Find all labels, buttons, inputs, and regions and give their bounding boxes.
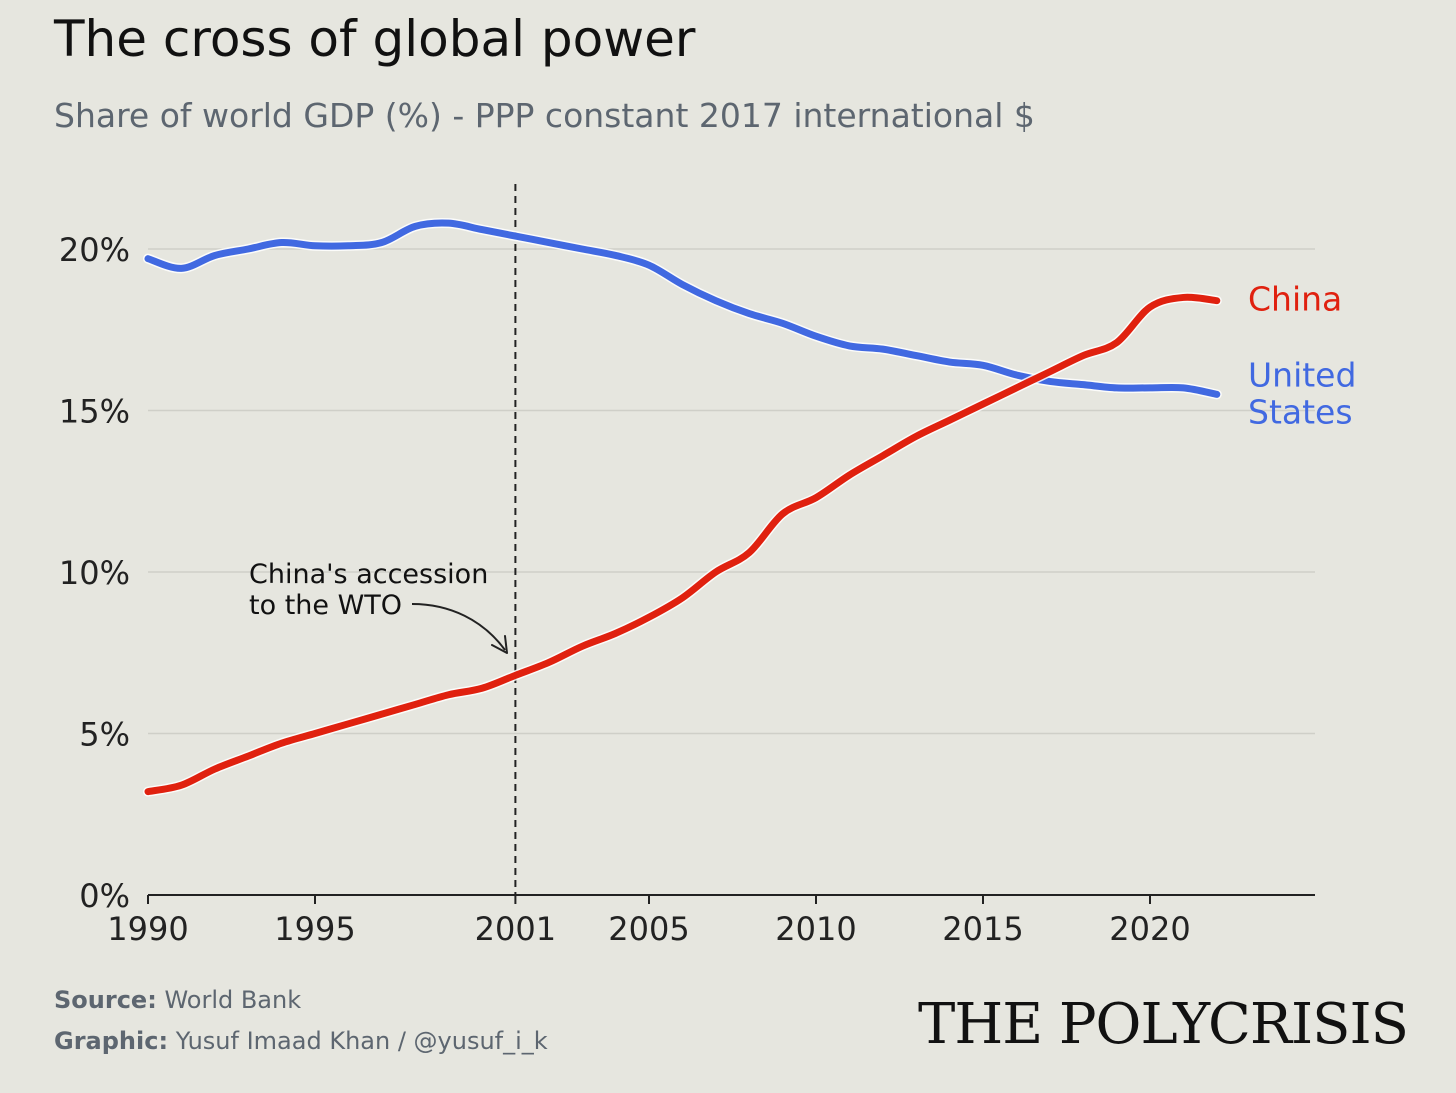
y-tick-label: 15% <box>59 393 130 431</box>
x-tick-label: 2015 <box>942 910 1023 948</box>
series-lines <box>143 217 1222 797</box>
source-label: Source: <box>54 986 157 1014</box>
graphic-value: Yusuf Imaad Khan / @yusuf_i_k <box>175 1027 548 1055</box>
y-tick-label: 0% <box>79 877 130 915</box>
chart-title: The cross of global power <box>54 10 696 68</box>
y-tick-label: 20% <box>59 231 130 269</box>
source-line: Source: World Bank <box>54 986 301 1014</box>
y-tick-label: 10% <box>59 554 130 592</box>
y-tick-label: 5% <box>79 716 130 754</box>
annotation-text: to the WTO <box>249 590 402 621</box>
series-label-china: China <box>1248 280 1342 319</box>
y-axis-ticks: 0% 5% 10% 15% 20% <box>59 231 130 915</box>
annotation-text: China's accession <box>249 559 488 590</box>
x-axis: 1990 1995 2001 2005 2010 2015 2020 <box>107 894 1315 948</box>
brand-logo: THE POLYCRISIS <box>918 992 1409 1057</box>
graphic-label: Graphic: <box>54 1027 169 1055</box>
x-tick-label: 1990 <box>107 910 188 948</box>
x-tick-label: 1995 <box>274 910 355 948</box>
series-label-united-states: United <box>1248 355 1356 394</box>
x-tick-label: 2020 <box>1109 910 1190 948</box>
graphic-credit-line: Graphic: Yusuf Imaad Khan / @yusuf_i_k <box>54 1027 548 1055</box>
x-tick-label: 2001 <box>475 910 556 948</box>
arrowhead-icon <box>491 635 508 654</box>
x-tick-label: 2005 <box>608 910 689 948</box>
source-value: World Bank <box>164 986 302 1014</box>
series-line-china <box>144 293 1221 796</box>
annotation-arrow <box>411 603 506 651</box>
x-tick-label: 2010 <box>775 910 856 948</box>
series-label-united-states: States <box>1248 392 1353 431</box>
chart-subtitle: Share of world GDP (%) - PPP constant 20… <box>54 96 1035 135</box>
